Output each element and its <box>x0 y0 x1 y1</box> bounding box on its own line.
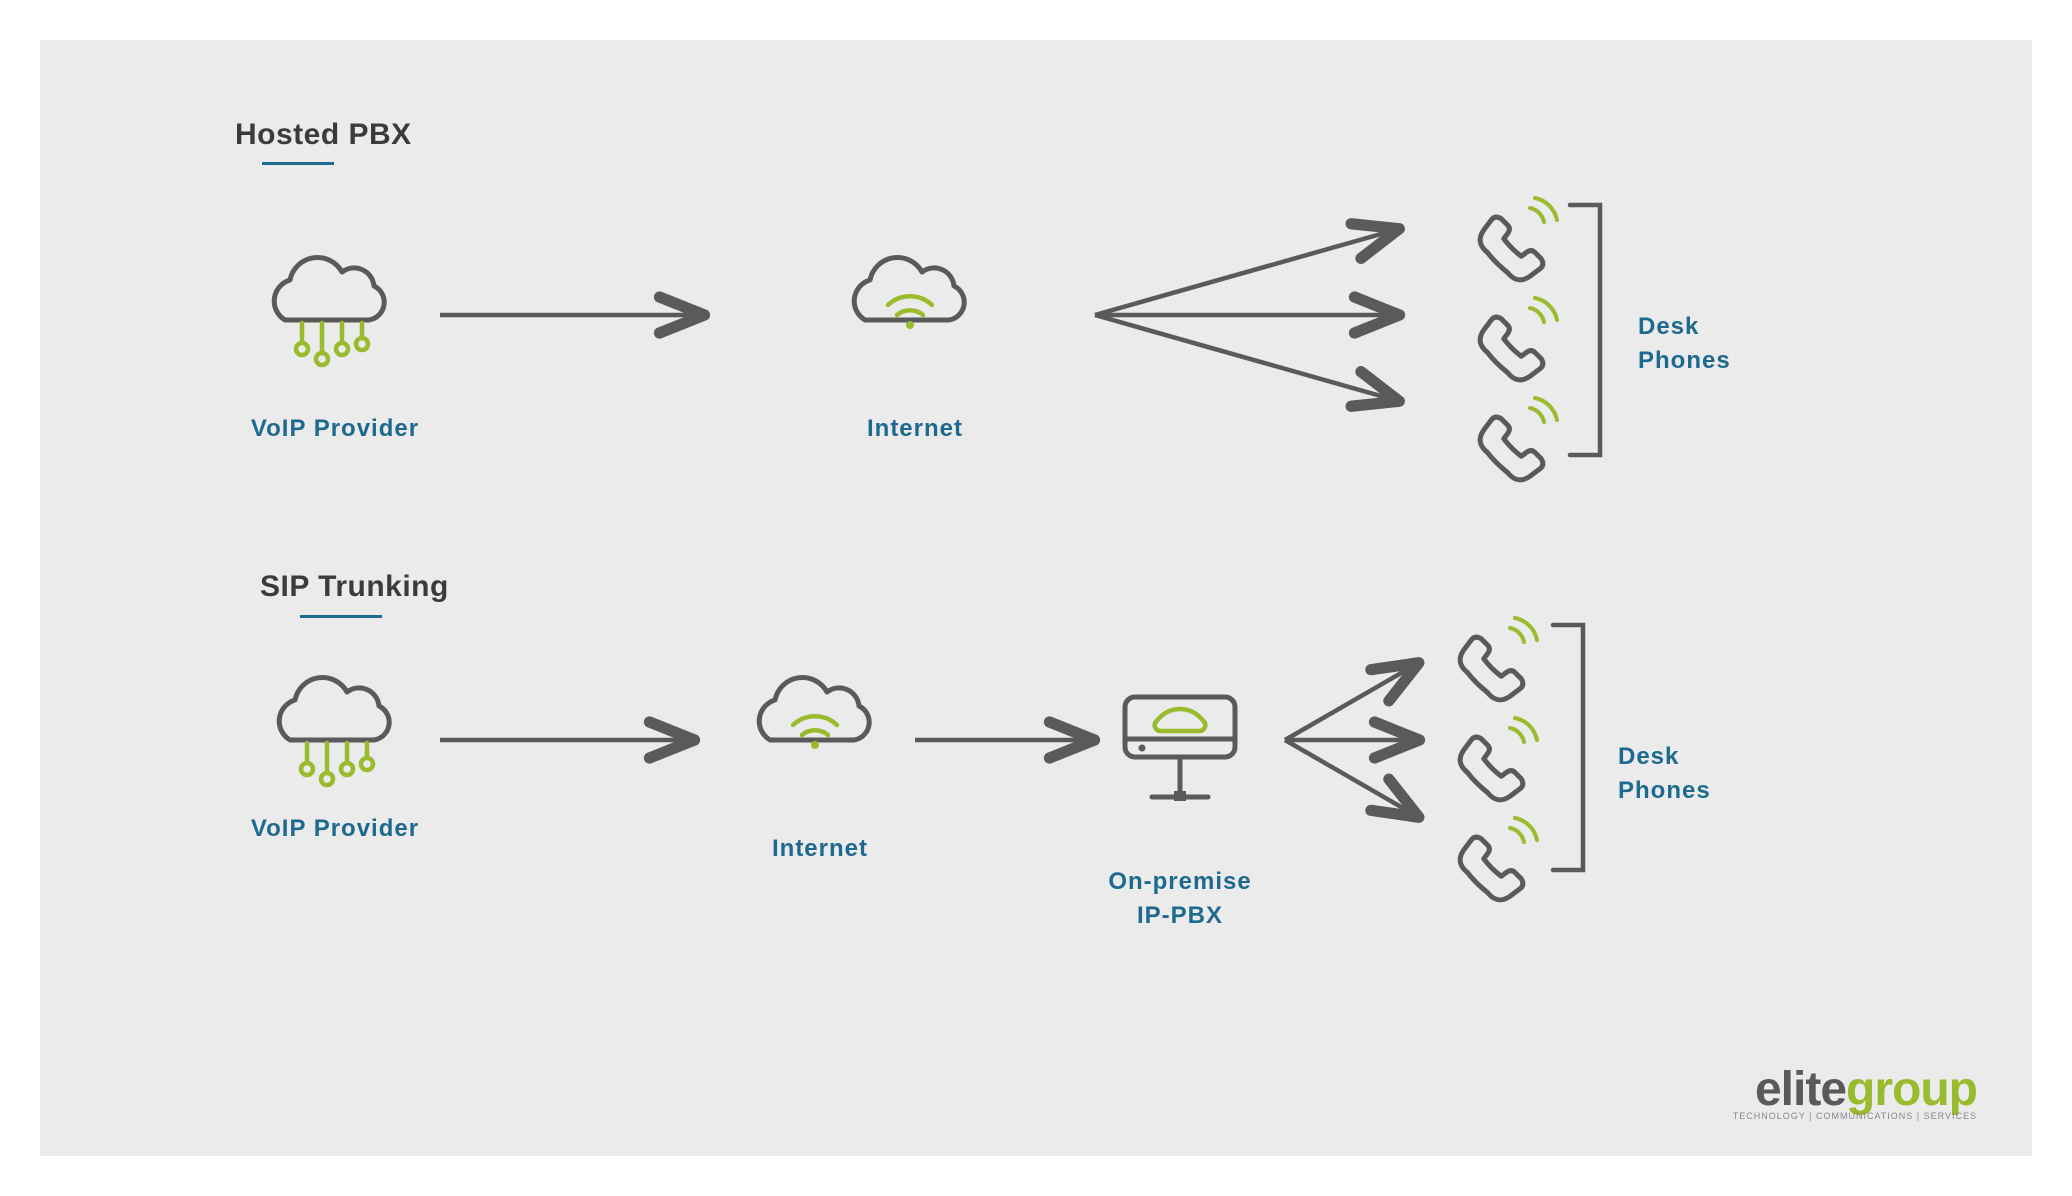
sip-pbx-label: On-premiseIP-PBX <box>1100 865 1260 932</box>
hosted-phone-icon-2 <box>1480 298 1557 380</box>
hosted-voip-label: VoIP Provider <box>230 415 440 443</box>
sip-internet-icon <box>759 677 869 749</box>
sip-internet-label: Internet <box>760 835 880 863</box>
hosted-phone-icon-1 <box>1480 198 1557 280</box>
sip-pbx-label-text: On-premiseIP-PBX <box>1108 868 1251 929</box>
sip-phone-icon-3 <box>1460 818 1537 900</box>
sip-phones-label-text: DeskPhones <box>1618 743 1711 804</box>
sip-phone-icon-1 <box>1460 618 1537 700</box>
hosted-voip-icon <box>274 257 384 365</box>
sip-voip-icon <box>279 677 389 785</box>
diagram-canvas: Hosted PBX SIP Trunking VoIP Provider In… <box>40 40 2032 1156</box>
sip-phones-label: DeskPhones <box>1618 740 1728 807</box>
logo-part2: group <box>1846 1063 1977 1116</box>
hosted-internet-icon <box>854 257 964 329</box>
sip-pbx-icon <box>1125 697 1235 801</box>
sip-title: SIP Trunking <box>260 570 449 604</box>
logo-tagline: TECHNOLOGY | COMMUNICATIONS | SERVICES <box>1733 1111 1977 1121</box>
logo-part1: elite <box>1755 1063 1846 1116</box>
sip-underline <box>300 615 382 618</box>
brand-logo: elitegroup TECHNOLOGY | COMMUNICATIONS |… <box>1733 1062 1977 1121</box>
hosted-phone-icon-3 <box>1480 398 1557 480</box>
hosted-phones-label: DeskPhones <box>1638 310 1748 377</box>
sip-phone-icon-2 <box>1460 718 1537 800</box>
sip-voip-label: VoIP Provider <box>230 815 440 843</box>
hosted-title: Hosted PBX <box>235 118 412 152</box>
hosted-internet-label: Internet <box>855 415 975 443</box>
hosted-underline <box>262 162 334 165</box>
hosted-phones-label-text: DeskPhones <box>1638 313 1731 374</box>
